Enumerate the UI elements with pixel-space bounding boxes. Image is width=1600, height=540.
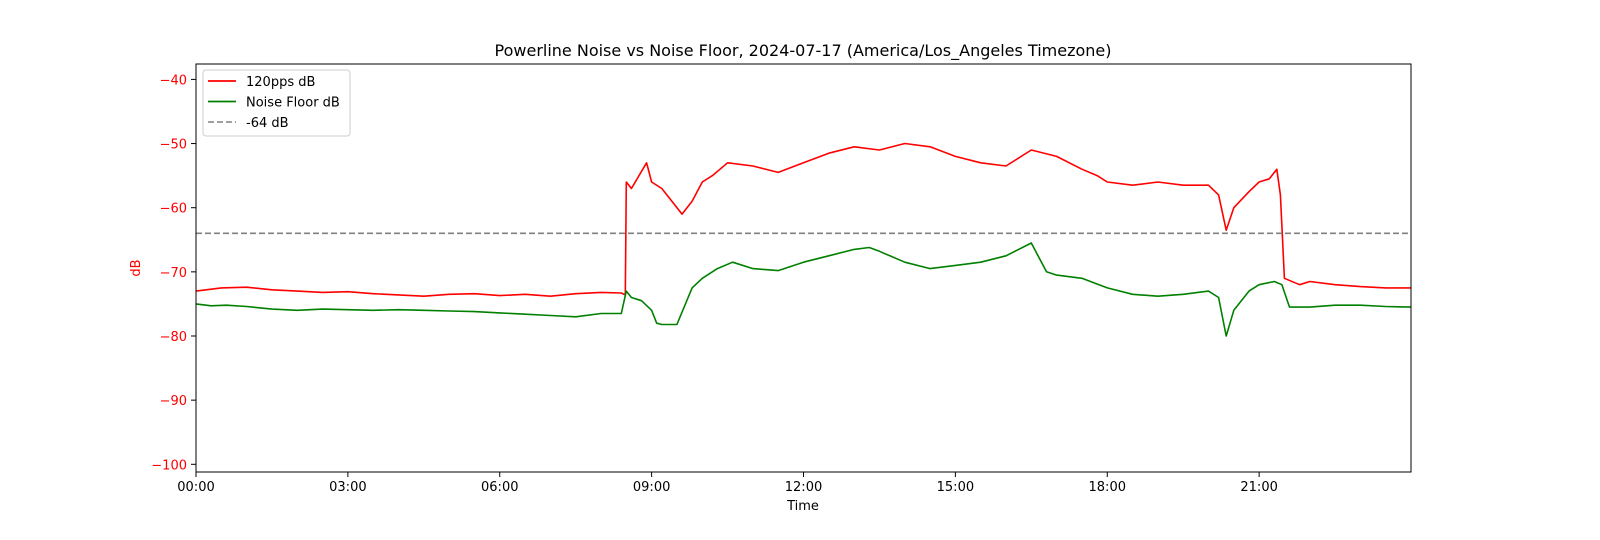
x-tick-label: 00:00	[177, 480, 214, 495]
y-axis-title: dB	[129, 259, 144, 276]
series-line-120pps-db	[195, 142, 1411, 298]
x-tick-label: 18:00	[1089, 480, 1126, 495]
y-tick-label: −70	[160, 266, 187, 281]
series-layer	[195, 142, 1412, 337]
legend-frame	[202, 69, 351, 137]
x-tick-label: 21:00	[1240, 480, 1277, 495]
y-tick-label: −40	[160, 73, 187, 88]
x-tick-label: 12:00	[785, 480, 822, 495]
legend-label-threshold: -64 dB	[246, 116, 289, 131]
x-tick-label: 03:00	[329, 480, 366, 495]
y-tick-label: −100	[151, 458, 187, 473]
chart-title: Powerline Noise vs Noise Floor, 2024-07-…	[495, 41, 1112, 61]
plot-area	[195, 63, 1412, 473]
x-tick-label: 15:00	[937, 480, 974, 495]
y-tick-label: −90	[160, 394, 187, 409]
x-tick-label: 09:00	[633, 480, 670, 495]
x-axis: 00:00 03:00 06:00 09:00 12:00 15:00 18:00 21:00	[177, 472, 1278, 495]
series-line-noise-floor-db	[195, 242, 1412, 337]
y-tick-label: −60	[160, 202, 187, 217]
x-tick-label: 06:00	[481, 480, 518, 495]
plot-frame	[195, 63, 1412, 473]
y-axis: −40 −50 −60 −70 −80 −90 −100	[151, 73, 196, 473]
y-tick-label: −50	[160, 138, 187, 153]
x-axis-title: Time	[786, 499, 819, 514]
legend-label-noise-floor: Noise Floor dB	[246, 96, 340, 111]
legend: 120pps dB Noise Floor dB -64 dB	[202, 69, 351, 137]
legend-label-120pps: 120pps dB	[246, 75, 315, 90]
y-tick-label: −80	[160, 330, 187, 345]
